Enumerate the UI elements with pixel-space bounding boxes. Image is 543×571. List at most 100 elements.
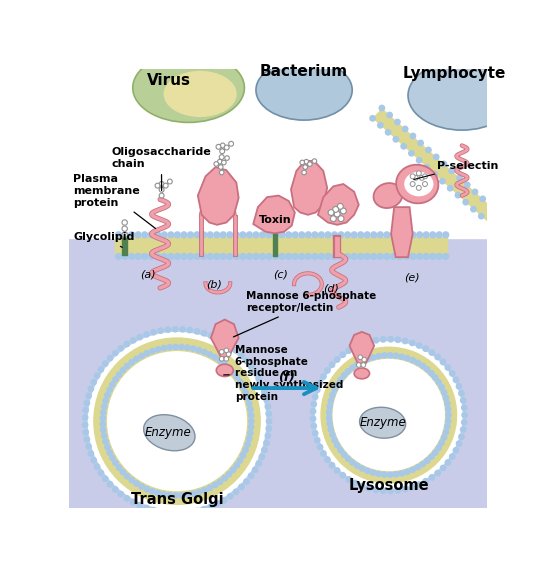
Circle shape bbox=[345, 369, 351, 374]
Text: (c): (c) bbox=[274, 269, 288, 279]
Polygon shape bbox=[253, 196, 295, 234]
Circle shape bbox=[416, 254, 422, 259]
Circle shape bbox=[381, 488, 386, 493]
Circle shape bbox=[419, 175, 425, 180]
Circle shape bbox=[462, 405, 467, 411]
Circle shape bbox=[445, 407, 451, 412]
Circle shape bbox=[429, 475, 434, 480]
Circle shape bbox=[201, 254, 206, 259]
Circle shape bbox=[174, 254, 180, 259]
Circle shape bbox=[332, 359, 445, 471]
Circle shape bbox=[429, 371, 434, 376]
Circle shape bbox=[247, 254, 252, 259]
Circle shape bbox=[371, 232, 377, 238]
Circle shape bbox=[450, 454, 455, 459]
Circle shape bbox=[148, 254, 154, 259]
Circle shape bbox=[377, 232, 383, 238]
Circle shape bbox=[409, 484, 415, 490]
Circle shape bbox=[83, 422, 88, 428]
Ellipse shape bbox=[396, 164, 438, 203]
Circle shape bbox=[256, 376, 262, 381]
Circle shape bbox=[159, 187, 164, 192]
Circle shape bbox=[139, 353, 144, 359]
Circle shape bbox=[350, 365, 355, 371]
Circle shape bbox=[441, 161, 447, 167]
Circle shape bbox=[395, 337, 401, 343]
Circle shape bbox=[423, 232, 429, 238]
Circle shape bbox=[402, 338, 408, 344]
Circle shape bbox=[359, 341, 364, 347]
Circle shape bbox=[393, 136, 399, 142]
Bar bbox=[116, 237, 446, 254]
Circle shape bbox=[441, 435, 447, 440]
Circle shape bbox=[103, 361, 108, 367]
Circle shape bbox=[129, 232, 135, 238]
Circle shape bbox=[351, 232, 357, 238]
Polygon shape bbox=[372, 108, 496, 222]
Circle shape bbox=[439, 440, 444, 445]
Circle shape bbox=[449, 168, 454, 174]
Circle shape bbox=[361, 363, 365, 367]
Polygon shape bbox=[211, 320, 238, 357]
Circle shape bbox=[334, 468, 340, 473]
Circle shape bbox=[462, 420, 467, 425]
Circle shape bbox=[187, 232, 193, 238]
Circle shape bbox=[403, 254, 409, 259]
Circle shape bbox=[443, 254, 449, 259]
Circle shape bbox=[134, 481, 139, 486]
Circle shape bbox=[207, 254, 213, 259]
Circle shape bbox=[418, 140, 424, 146]
Circle shape bbox=[425, 367, 430, 372]
Circle shape bbox=[237, 379, 243, 385]
Circle shape bbox=[148, 232, 154, 238]
Circle shape bbox=[266, 232, 272, 238]
Circle shape bbox=[410, 182, 415, 187]
Circle shape bbox=[212, 355, 218, 360]
Circle shape bbox=[325, 254, 331, 259]
Circle shape bbox=[179, 493, 184, 498]
Circle shape bbox=[443, 232, 449, 238]
Polygon shape bbox=[198, 167, 238, 225]
Circle shape bbox=[433, 154, 439, 160]
Ellipse shape bbox=[354, 368, 370, 379]
Circle shape bbox=[222, 476, 228, 481]
Circle shape bbox=[155, 254, 161, 259]
Circle shape bbox=[311, 416, 315, 421]
Circle shape bbox=[425, 458, 430, 463]
Circle shape bbox=[333, 207, 339, 212]
Circle shape bbox=[233, 232, 239, 238]
Circle shape bbox=[215, 336, 220, 341]
Circle shape bbox=[248, 473, 254, 478]
Circle shape bbox=[435, 355, 440, 360]
Circle shape bbox=[447, 186, 453, 191]
Circle shape bbox=[265, 433, 270, 439]
Circle shape bbox=[122, 220, 128, 225]
Text: P-selectin: P-selectin bbox=[414, 160, 498, 179]
Circle shape bbox=[161, 232, 167, 238]
Circle shape bbox=[245, 442, 250, 447]
Circle shape bbox=[247, 232, 252, 238]
Circle shape bbox=[215, 501, 220, 506]
Circle shape bbox=[120, 368, 125, 373]
Circle shape bbox=[441, 390, 447, 395]
Circle shape bbox=[314, 387, 320, 392]
Circle shape bbox=[286, 232, 292, 238]
Circle shape bbox=[358, 254, 364, 259]
Circle shape bbox=[252, 467, 258, 472]
Circle shape bbox=[312, 232, 318, 238]
Circle shape bbox=[244, 479, 249, 484]
Circle shape bbox=[240, 232, 246, 238]
Circle shape bbox=[150, 348, 155, 354]
Circle shape bbox=[356, 363, 361, 367]
Circle shape bbox=[445, 365, 451, 370]
Circle shape bbox=[86, 444, 91, 449]
Circle shape bbox=[300, 160, 305, 165]
Circle shape bbox=[243, 390, 248, 395]
Circle shape bbox=[256, 461, 262, 466]
Circle shape bbox=[430, 254, 435, 259]
Bar bbox=[122, 238, 127, 255]
Circle shape bbox=[194, 254, 200, 259]
Circle shape bbox=[167, 492, 172, 498]
Circle shape bbox=[161, 345, 167, 351]
Circle shape bbox=[423, 346, 428, 351]
